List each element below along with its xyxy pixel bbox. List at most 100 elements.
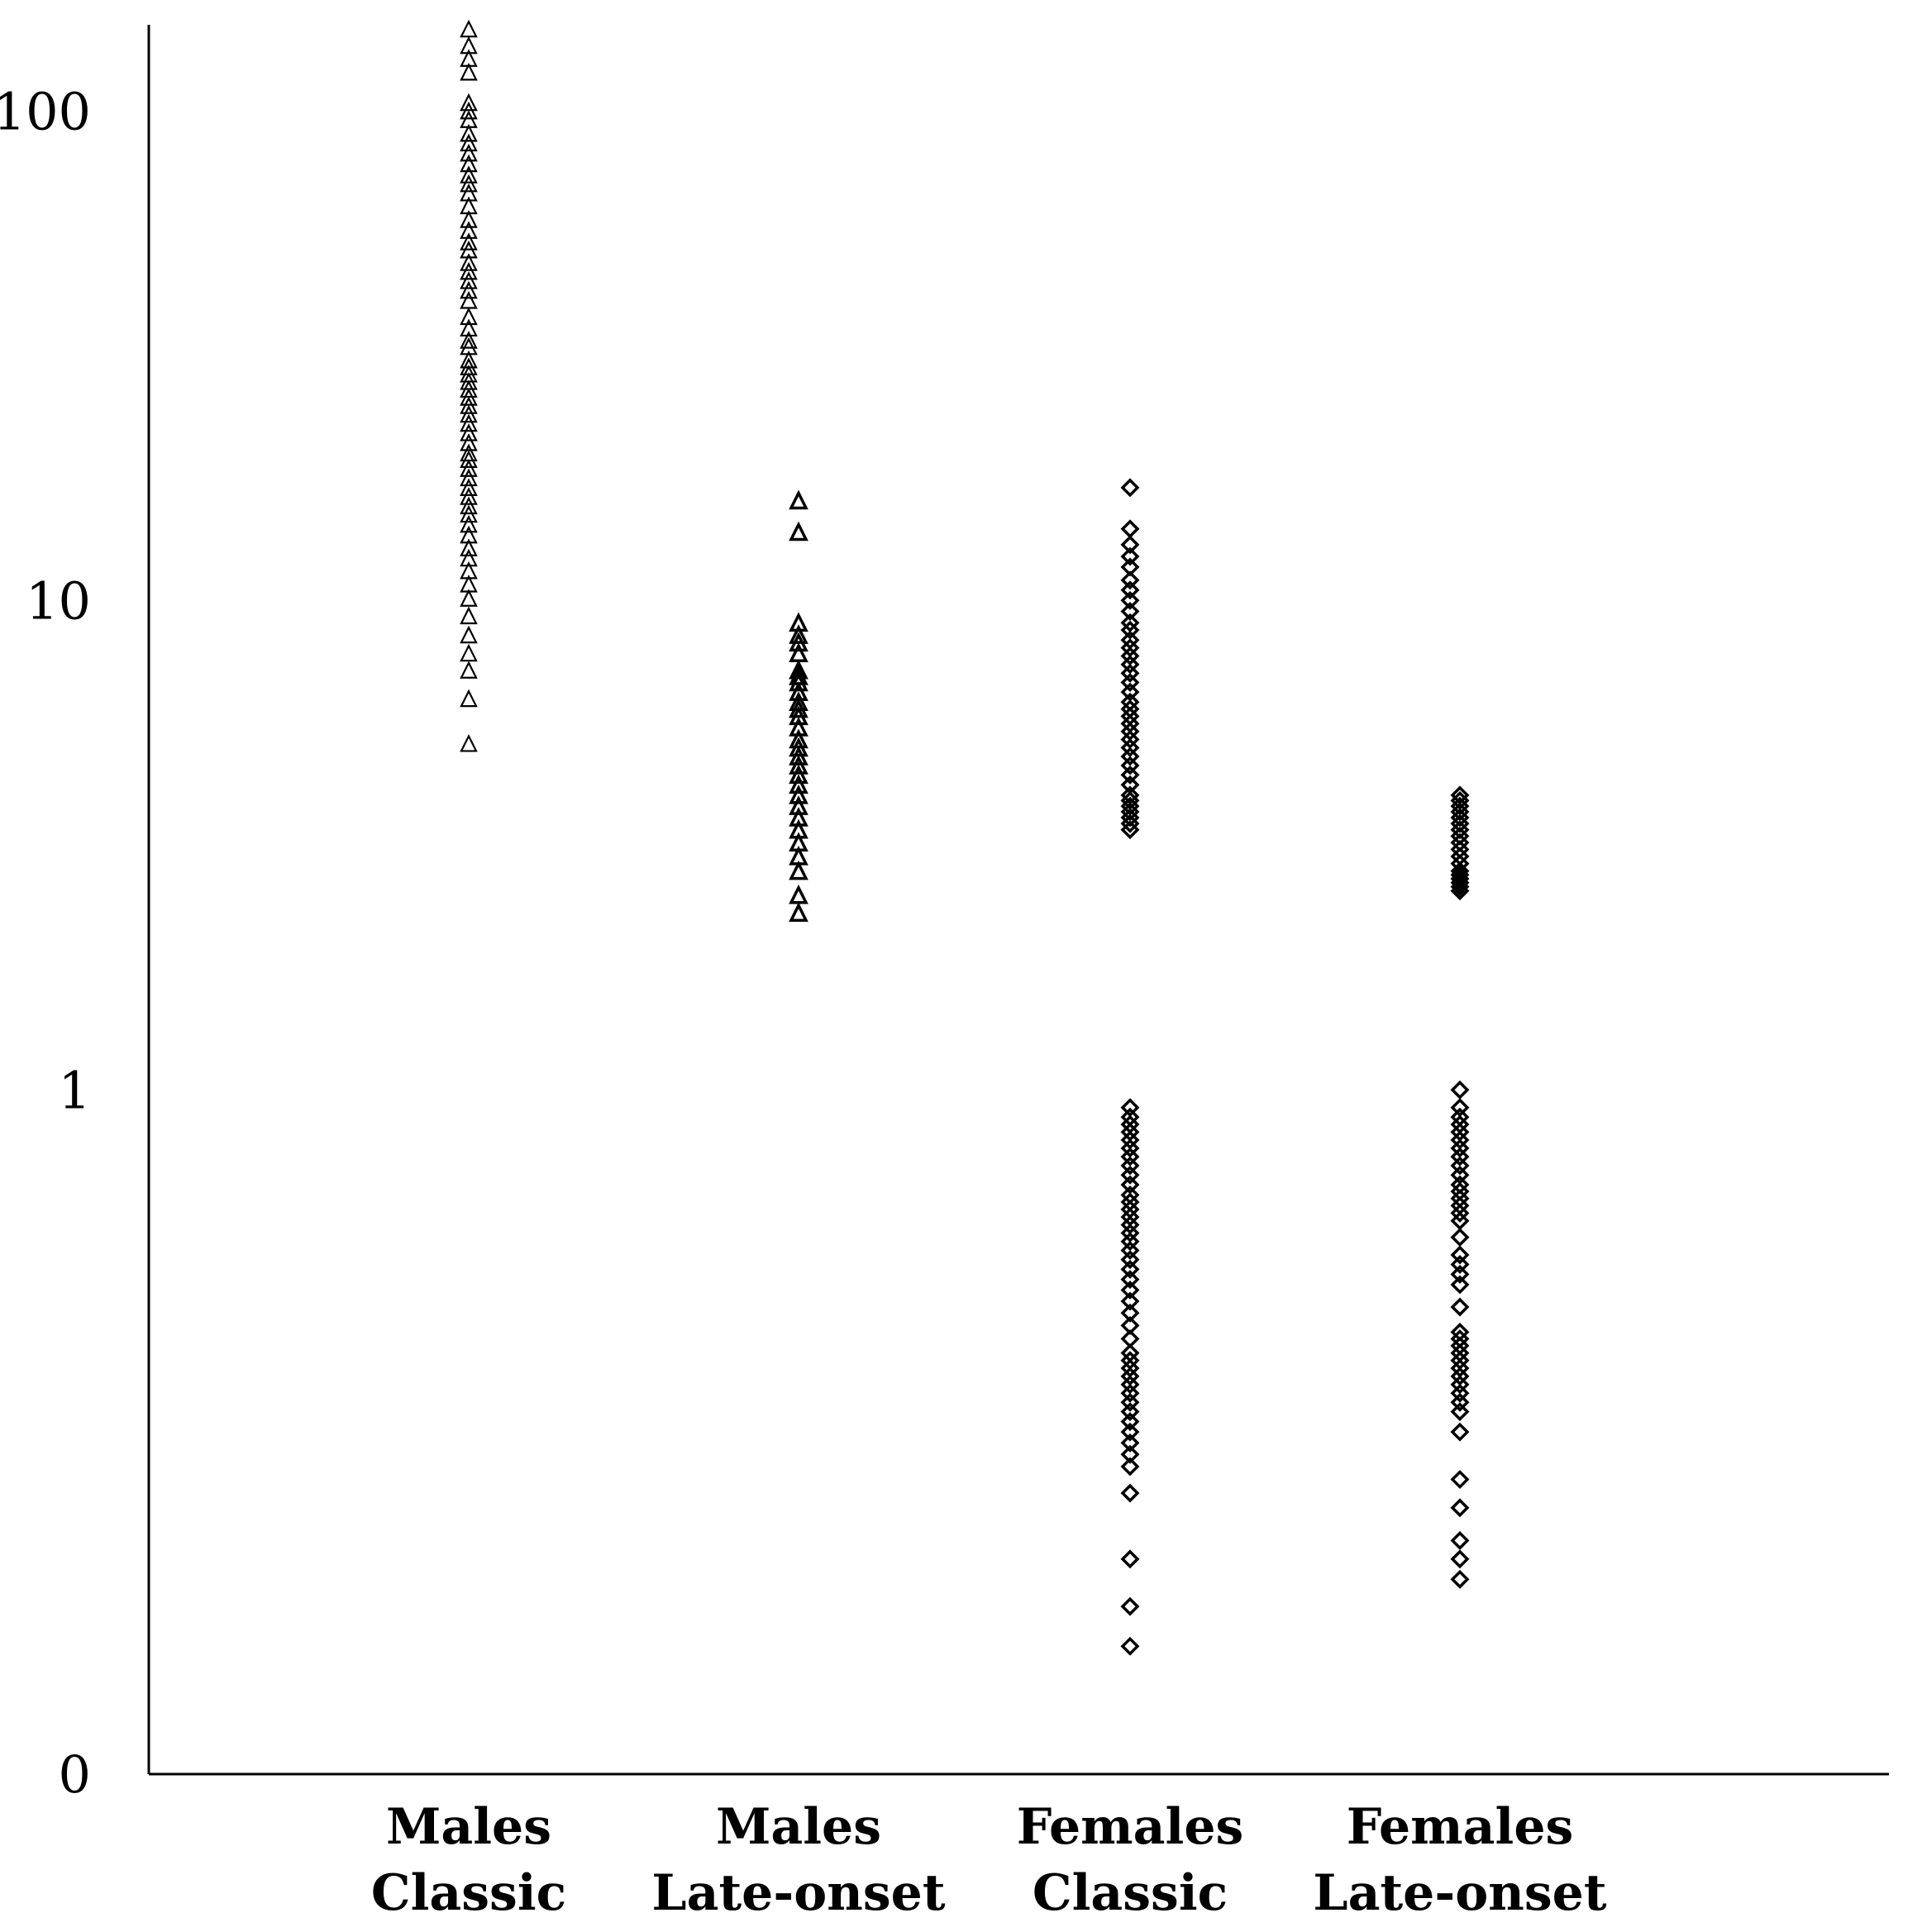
diamond-marker xyxy=(1450,796,1470,816)
diamond-marker xyxy=(1120,478,1140,498)
triangle-marker xyxy=(789,774,808,794)
diamond-marker xyxy=(1120,1138,1140,1158)
triangle-marker xyxy=(460,253,478,271)
diamond-marker xyxy=(1120,802,1140,822)
triangle-marker xyxy=(460,548,478,567)
triangle-marker xyxy=(460,388,478,406)
triangle-marker xyxy=(460,93,478,112)
category-label-line2: Late-onset xyxy=(1313,1864,1606,1922)
y-tick-label: 100 xyxy=(0,81,91,141)
diamond-marker xyxy=(1120,613,1140,632)
data-points xyxy=(460,19,1470,1656)
diamond-marker xyxy=(1120,1392,1140,1412)
diamond-marker xyxy=(1450,1245,1470,1265)
diamond-marker xyxy=(1450,1264,1470,1284)
diamond-marker xyxy=(1120,738,1140,758)
triangle-marker xyxy=(789,705,808,726)
diamond-marker xyxy=(1120,729,1140,749)
diamond-marker xyxy=(1120,765,1140,785)
diamond-marker xyxy=(1450,1138,1470,1158)
diamond-marker xyxy=(1120,790,1140,810)
diamond-marker xyxy=(1120,1412,1140,1432)
triangle-marker xyxy=(789,902,808,922)
diamond-marker xyxy=(1120,646,1140,665)
diamond-marker xyxy=(1120,1232,1140,1252)
diamond-marker xyxy=(1120,820,1140,840)
diamond-marker xyxy=(1120,580,1140,600)
diamond-marker xyxy=(1120,747,1140,766)
triangle-marker xyxy=(460,232,478,250)
category-label-line1: Females xyxy=(1017,1798,1244,1856)
diamond-marker xyxy=(1120,1224,1140,1243)
triangle-marker xyxy=(460,165,478,184)
diamond-marker xyxy=(1120,1444,1140,1464)
triangle-marker xyxy=(460,174,478,193)
diamond-marker xyxy=(1450,877,1470,897)
triangle-marker xyxy=(460,661,478,679)
diamond-marker xyxy=(1120,1291,1140,1311)
triangle-marker xyxy=(789,624,808,644)
triangle-marker xyxy=(460,404,478,423)
triangle-marker xyxy=(460,468,478,487)
diamond-marker xyxy=(1450,1498,1470,1518)
diamond-marker xyxy=(1450,1203,1470,1223)
diamond-marker xyxy=(1120,1422,1140,1442)
triangle-marker xyxy=(460,733,478,752)
triangle-marker xyxy=(789,671,808,692)
diamond-marker xyxy=(1450,813,1470,833)
triangle-marker xyxy=(789,764,808,785)
triangle-marker xyxy=(460,240,478,259)
diamond-marker xyxy=(1120,1259,1140,1279)
diamond-marker xyxy=(1450,1470,1470,1490)
triangle-marker xyxy=(460,413,478,432)
triangle-marker xyxy=(460,396,478,414)
diamond-marker xyxy=(1120,1175,1140,1195)
diamond-marker xyxy=(1450,1422,1470,1442)
diamond-marker xyxy=(1120,1147,1140,1166)
category-label-line1: Females xyxy=(1347,1798,1574,1856)
triangle-marker xyxy=(460,133,478,152)
diamond-marker xyxy=(1120,655,1140,675)
triangle-marker xyxy=(460,62,478,81)
triangle-marker xyxy=(789,795,808,815)
triangle-marker xyxy=(460,514,478,533)
triangle-marker xyxy=(460,123,478,142)
diamond-marker xyxy=(1450,1367,1470,1386)
triangle-marker xyxy=(789,884,808,904)
diamond-marker xyxy=(1120,756,1140,775)
diamond-marker xyxy=(1120,1270,1140,1290)
diamond-marker xyxy=(1450,1228,1470,1247)
diamond-marker xyxy=(1120,535,1140,555)
diamond-marker xyxy=(1450,1275,1470,1295)
y-tick-label: 0 xyxy=(59,1744,91,1805)
triangle-marker xyxy=(460,625,478,644)
diamond-marker xyxy=(1120,682,1140,702)
triangle-marker xyxy=(789,755,808,775)
category-label-line2: Classic xyxy=(1033,1864,1228,1922)
diamond-marker xyxy=(1120,1549,1140,1569)
diamond-marker xyxy=(1450,1392,1470,1412)
diamond-marker xyxy=(1120,602,1140,621)
diamond-marker xyxy=(1450,1383,1470,1403)
diamond-marker xyxy=(1450,1402,1470,1422)
triangle-marker xyxy=(460,478,478,496)
diamond-marker xyxy=(1120,1280,1140,1300)
diamond-marker xyxy=(1120,1250,1140,1270)
triangle-marker xyxy=(789,489,808,510)
diamond-marker xyxy=(1450,790,1470,810)
diamond-marker xyxy=(1120,1457,1140,1476)
diamond-marker xyxy=(1120,1165,1140,1185)
triangle-marker xyxy=(460,143,478,162)
triangle-marker xyxy=(460,154,478,173)
triangle-marker xyxy=(460,210,478,228)
y-tick-label: 1 xyxy=(59,1060,91,1120)
triangle-marker xyxy=(460,318,478,337)
triangle-marker xyxy=(460,271,478,289)
y-tick-label: 10 xyxy=(26,570,91,631)
diamond-marker xyxy=(1120,590,1140,610)
category-labels: Males Classic Males Late-onset Females Classi… xyxy=(371,1798,1607,1922)
triangle-marker xyxy=(789,784,808,804)
category-label-line1: Males xyxy=(386,1798,551,1856)
triangle-marker xyxy=(789,746,808,766)
